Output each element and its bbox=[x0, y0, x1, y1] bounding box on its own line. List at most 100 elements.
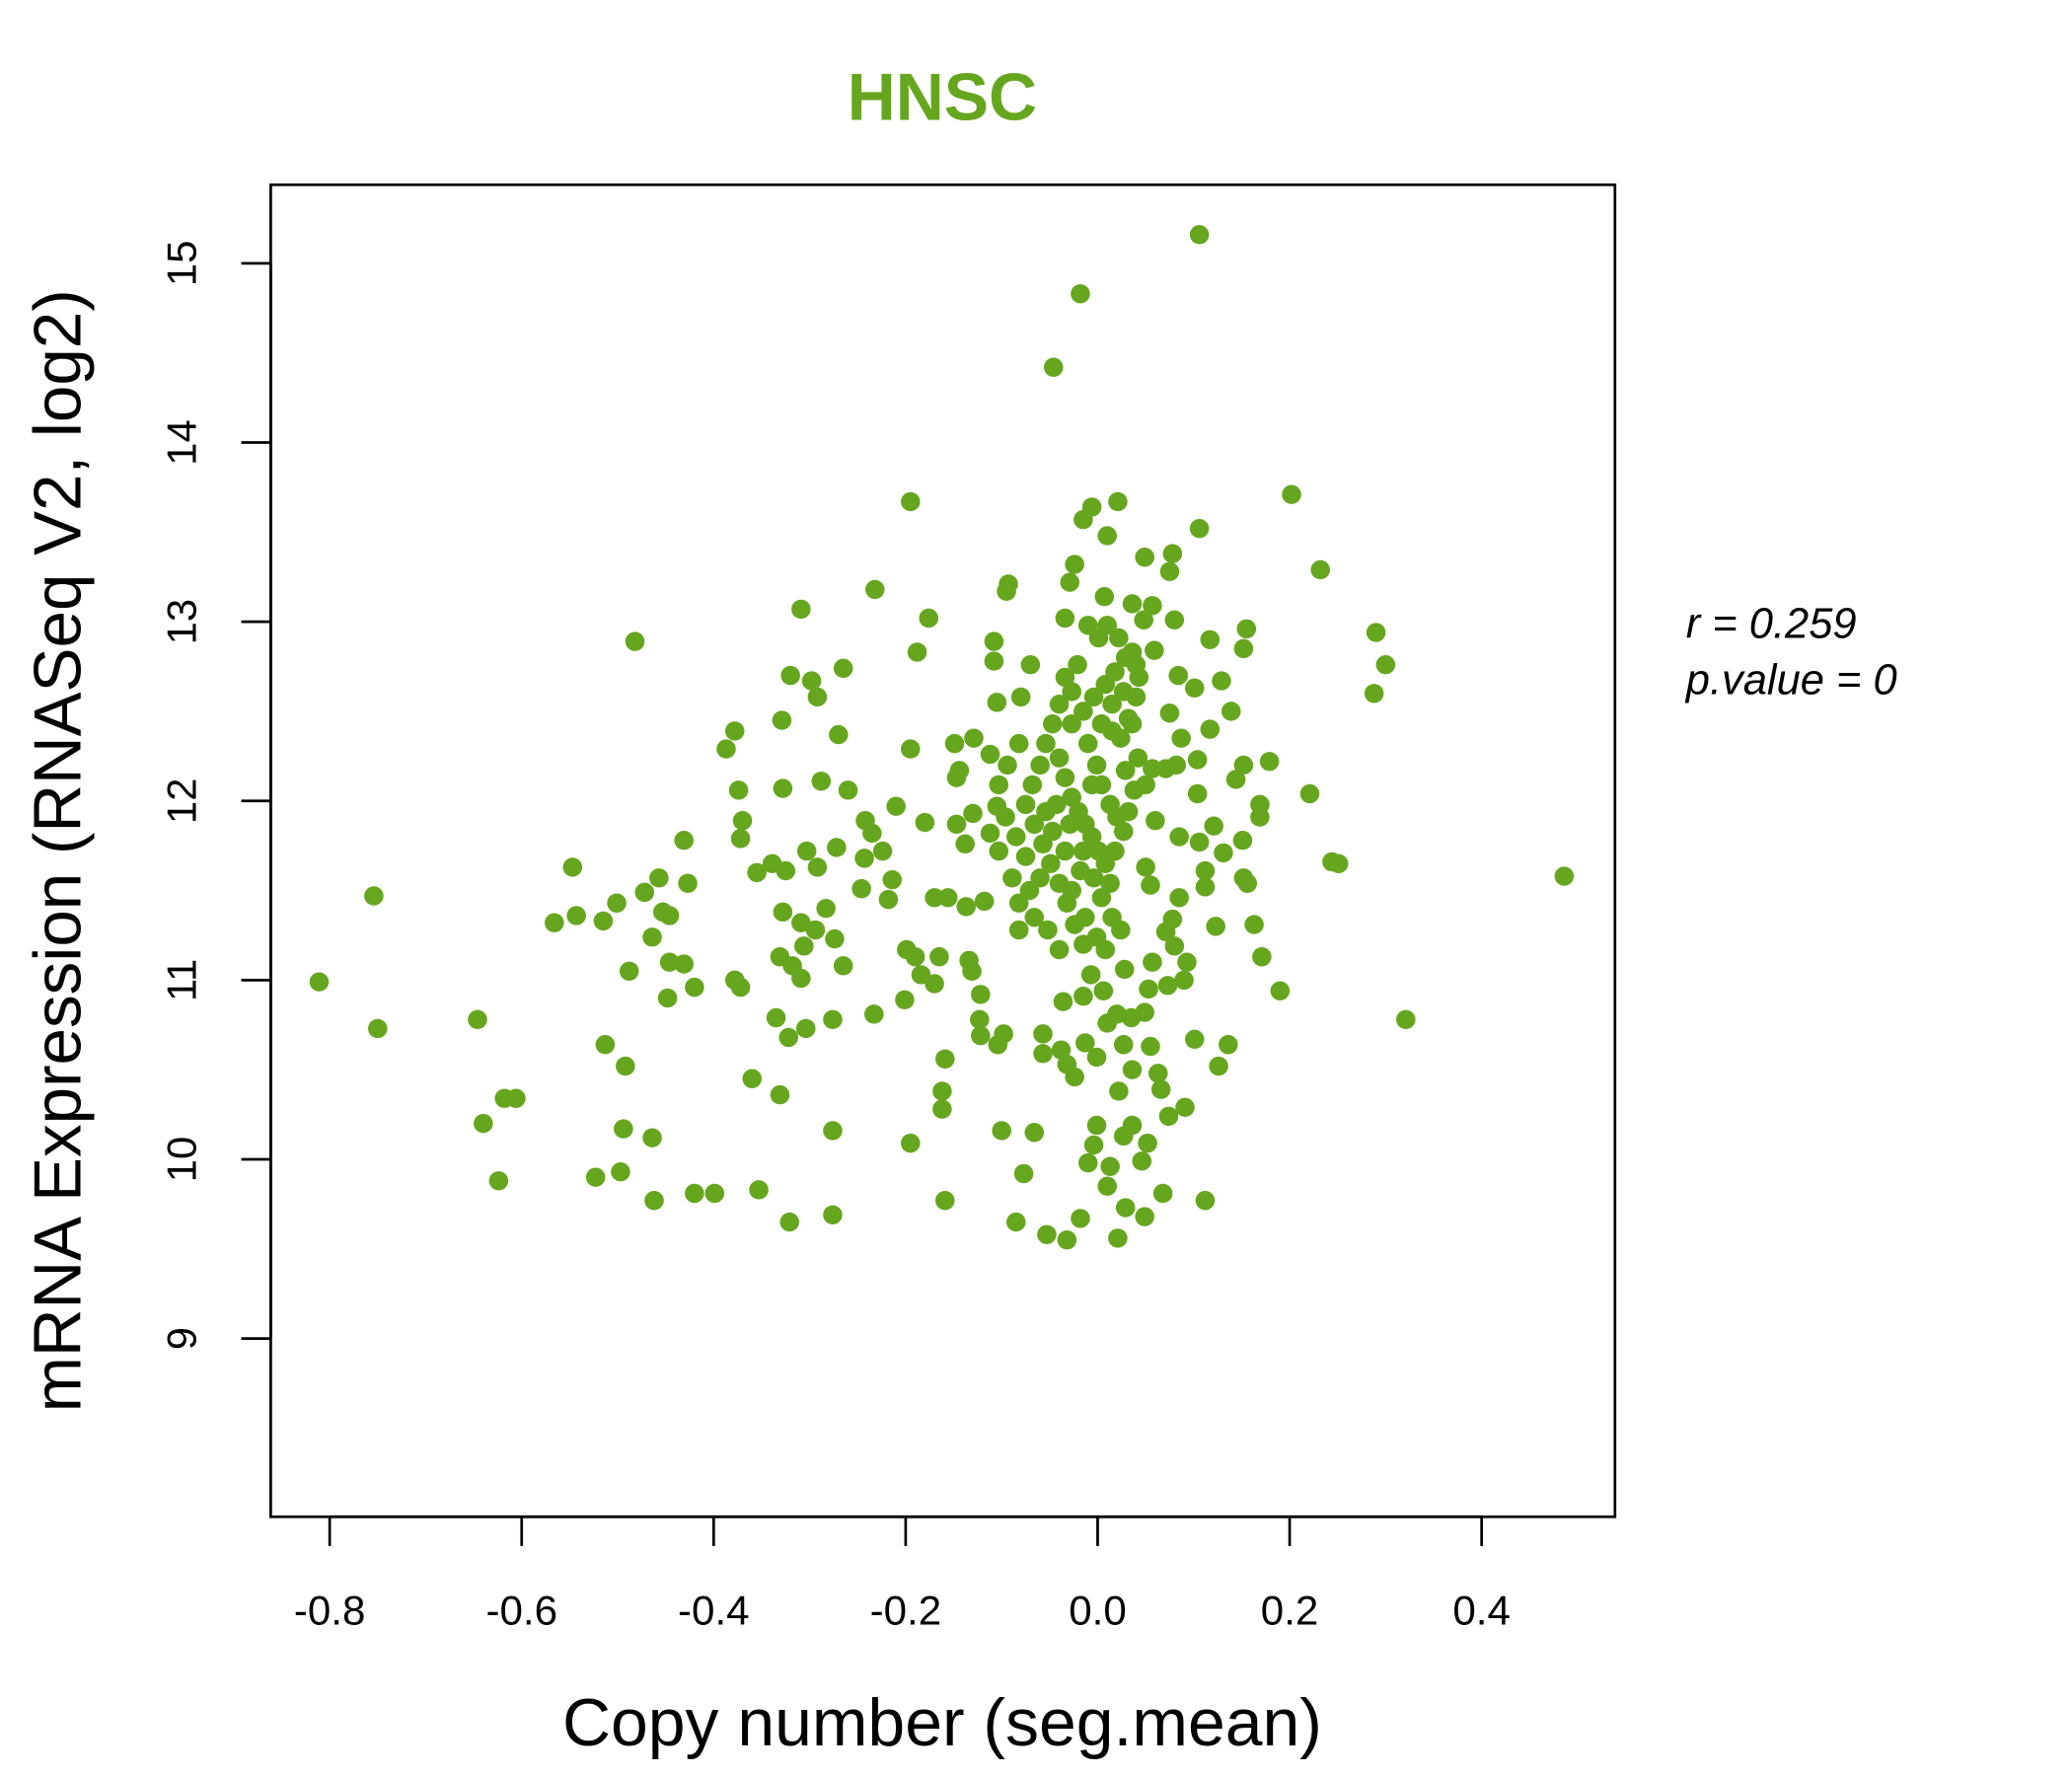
data-point bbox=[1113, 682, 1134, 702]
data-point bbox=[1122, 713, 1143, 734]
data-point bbox=[1146, 811, 1165, 831]
data-point bbox=[1041, 853, 1061, 874]
data-point bbox=[1136, 857, 1155, 877]
data-point bbox=[1139, 979, 1158, 999]
data-point bbox=[816, 899, 836, 919]
data-point bbox=[1024, 814, 1045, 835]
data-point bbox=[1015, 794, 1036, 815]
data-point bbox=[1195, 877, 1216, 897]
y-tick-label: 11 bbox=[158, 959, 204, 1001]
data-point bbox=[833, 658, 853, 679]
data-point bbox=[657, 988, 678, 1008]
data-point bbox=[659, 952, 680, 972]
data-point bbox=[1141, 875, 1160, 895]
data-point bbox=[964, 728, 984, 748]
data-point bbox=[900, 739, 921, 759]
data-point bbox=[929, 947, 949, 967]
data-point bbox=[1055, 841, 1075, 861]
data-point bbox=[915, 812, 935, 833]
data-point bbox=[1189, 225, 1210, 245]
data-point bbox=[1073, 987, 1093, 1006]
data-point bbox=[585, 1167, 606, 1187]
data-point bbox=[488, 1171, 509, 1191]
data-point bbox=[749, 1180, 769, 1200]
data-point bbox=[732, 811, 753, 831]
data-point bbox=[364, 886, 384, 906]
data-point bbox=[1118, 801, 1139, 822]
x-tick-label: -0.4 bbox=[678, 1588, 750, 1634]
data-point bbox=[872, 841, 893, 861]
data-point bbox=[1006, 1212, 1026, 1232]
data-point bbox=[1080, 965, 1101, 985]
data-point bbox=[1042, 821, 1063, 842]
x-tick-label: 0.0 bbox=[1069, 1588, 1127, 1634]
data-point bbox=[955, 834, 976, 854]
data-point bbox=[506, 1088, 526, 1108]
data-point bbox=[1219, 1035, 1238, 1055]
data-point bbox=[1049, 694, 1070, 714]
data-point bbox=[900, 1133, 921, 1153]
data-point bbox=[962, 961, 982, 981]
data-point bbox=[1124, 780, 1145, 800]
y-tick-label: 12 bbox=[158, 778, 204, 824]
data-point bbox=[1037, 1224, 1057, 1244]
data-point bbox=[730, 977, 751, 998]
data-point bbox=[807, 687, 828, 707]
data-point bbox=[1233, 638, 1254, 659]
data-point bbox=[1019, 880, 1040, 901]
data-point bbox=[1189, 832, 1210, 852]
data-point bbox=[1086, 1047, 1107, 1068]
data-point bbox=[773, 778, 793, 798]
data-point bbox=[607, 893, 627, 913]
data-point bbox=[1244, 915, 1264, 934]
data-point bbox=[1364, 684, 1384, 703]
data-point bbox=[704, 1183, 725, 1204]
data-point bbox=[1105, 841, 1125, 861]
data-point bbox=[1077, 1152, 1098, 1173]
p-value: p.value = 0 bbox=[1684, 656, 1897, 703]
data-point bbox=[1375, 655, 1396, 675]
data-point bbox=[642, 1128, 662, 1147]
data-point bbox=[1075, 908, 1095, 927]
data-point bbox=[1214, 843, 1233, 863]
data-point bbox=[1134, 610, 1153, 630]
x-axis: -0.8 -0.6 -0.4 -0.2 0.0 0.4 0.2 bbox=[294, 1515, 1511, 1634]
data-point bbox=[994, 1024, 1013, 1044]
y-tick-label: 14 bbox=[158, 419, 204, 465]
data-point bbox=[1121, 1007, 1142, 1028]
data-point bbox=[1113, 821, 1134, 842]
data-point bbox=[1138, 1133, 1157, 1153]
data-point bbox=[956, 897, 976, 917]
data-point bbox=[864, 579, 885, 600]
data-point bbox=[1091, 713, 1112, 734]
data-point bbox=[1221, 702, 1241, 721]
data-point bbox=[778, 1027, 798, 1048]
data-point bbox=[1232, 831, 1253, 851]
data-point bbox=[1024, 1123, 1045, 1143]
data-point bbox=[1143, 596, 1162, 616]
data-point bbox=[791, 599, 811, 620]
data-point bbox=[1206, 917, 1225, 936]
data-point bbox=[1057, 1230, 1077, 1250]
data-point bbox=[728, 780, 749, 800]
data-point bbox=[811, 772, 832, 791]
points-layer bbox=[309, 225, 1575, 1250]
data-point bbox=[1109, 1081, 1129, 1101]
data-point bbox=[971, 1025, 991, 1046]
data-point bbox=[937, 888, 958, 908]
data-point bbox=[1033, 1024, 1053, 1044]
data-point bbox=[998, 755, 1017, 776]
x-tick-label: -0.6 bbox=[485, 1588, 557, 1634]
data-point bbox=[946, 814, 967, 835]
data-point bbox=[1081, 827, 1102, 847]
data-point bbox=[1166, 755, 1187, 776]
data-point bbox=[634, 882, 655, 903]
data-point bbox=[1097, 1176, 1117, 1196]
data-point bbox=[724, 721, 745, 741]
data-point bbox=[1157, 976, 1178, 996]
chart-title: HNSC bbox=[848, 61, 1037, 135]
data-point bbox=[1282, 484, 1301, 504]
data-point bbox=[1091, 888, 1112, 908]
data-point bbox=[659, 906, 680, 925]
data-point bbox=[1094, 587, 1115, 607]
